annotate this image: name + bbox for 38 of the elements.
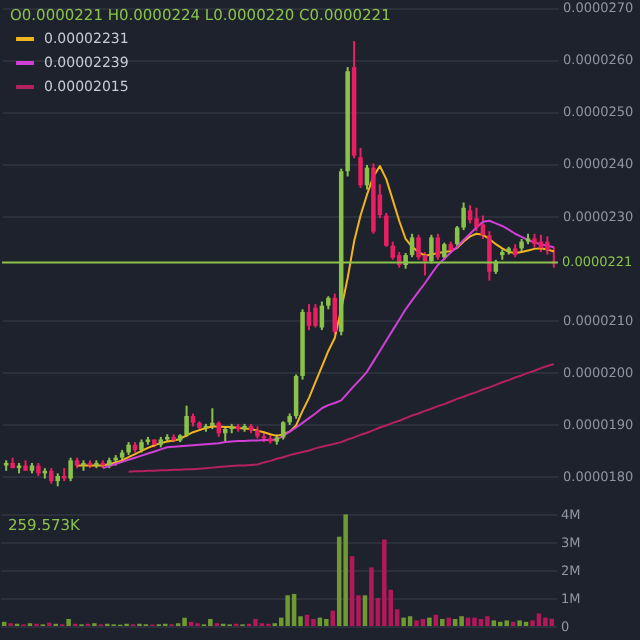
bar <box>66 619 71 626</box>
bar <box>285 595 290 626</box>
bar <box>472 617 477 626</box>
bar <box>459 616 464 626</box>
bar <box>382 539 387 626</box>
candlestick <box>474 206 479 233</box>
candlestick <box>184 404 189 438</box>
bar <box>311 619 316 626</box>
bar <box>414 620 419 626</box>
bar <box>427 617 432 626</box>
bar <box>324 619 329 626</box>
bar <box>182 617 187 626</box>
bar <box>401 617 406 626</box>
bar <box>478 619 484 626</box>
bar <box>452 619 458 626</box>
bar <box>208 619 213 626</box>
bar <box>362 595 368 626</box>
bar <box>253 619 258 626</box>
bar <box>440 619 445 626</box>
line-series <box>127 362 555 473</box>
candlestick <box>68 456 73 483</box>
bar <box>407 616 413 626</box>
line-series <box>76 165 555 467</box>
candlestick <box>210 407 215 431</box>
bar <box>485 616 490 626</box>
line-series <box>101 219 555 470</box>
bar <box>420 619 426 626</box>
bar <box>536 613 542 626</box>
bar <box>369 567 374 626</box>
candlestick <box>313 303 318 329</box>
bar <box>343 514 348 626</box>
bar <box>543 617 548 626</box>
bar <box>446 617 451 626</box>
bar <box>491 620 497 626</box>
bar <box>504 620 509 626</box>
candlestick <box>435 232 441 261</box>
bar <box>530 620 535 626</box>
bar <box>517 620 522 626</box>
